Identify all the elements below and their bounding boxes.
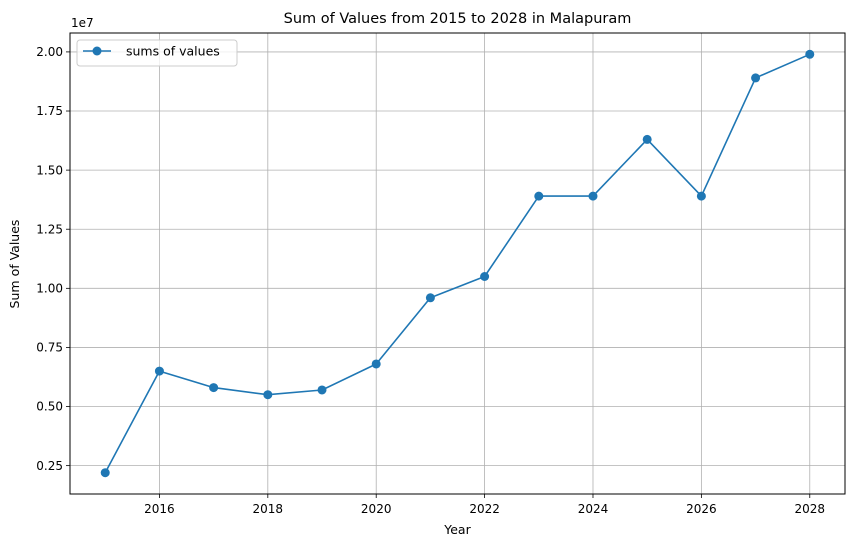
data-point	[209, 383, 219, 393]
plot-frame	[69, 32, 846, 495]
data-point	[154, 366, 164, 376]
y-axis-label: Sum of Values	[7, 220, 22, 309]
y-tick-label: 0.50	[36, 400, 63, 414]
x-tick-label: 2016	[144, 502, 175, 516]
data-point	[480, 272, 490, 282]
series-line	[104, 53, 811, 474]
data-point	[696, 191, 706, 201]
axis-ticks: 2016 2018 2020 2022 2024 2026 2028 0.25 0.50 0.75…	[36, 45, 825, 516]
data-point	[534, 191, 544, 201]
data-point	[317, 385, 327, 395]
x-axis-label: Year	[443, 522, 471, 537]
data-point	[642, 134, 652, 144]
y-tick-label: 1.00	[36, 282, 63, 296]
x-tick-label: 2020	[361, 502, 392, 516]
data-point	[100, 468, 110, 478]
y-tick-label: 1.75	[36, 104, 63, 118]
data-point	[263, 390, 273, 400]
x-tick-label: 2018	[253, 502, 284, 516]
y-tick-label: 1.25	[36, 222, 63, 236]
y-tick-label: 0.25	[36, 459, 63, 473]
y-axis-offset-label: 1e7	[71, 16, 94, 30]
data-point	[805, 49, 815, 59]
x-tick-label: 2024	[578, 502, 609, 516]
legend-label: sums of values	[126, 44, 220, 59]
data-point	[371, 359, 381, 369]
y-tick-label: 1.50	[36, 163, 63, 177]
y-tick-label: 2.00	[36, 45, 63, 59]
legend-box	[76, 39, 238, 67]
y-tick-label: 0.75	[36, 341, 63, 355]
data-point	[588, 191, 598, 201]
legend-marker	[92, 46, 102, 56]
legend: sums of values	[76, 39, 238, 67]
data-point	[751, 73, 761, 83]
x-tick-label: 2026	[686, 502, 717, 516]
grid	[70, 33, 845, 494]
x-tick-label: 2022	[469, 502, 500, 516]
data-point	[425, 293, 435, 303]
series-layer	[100, 49, 815, 478]
chart-title: Sum of Values from 2015 to 2028 in Malap…	[284, 11, 632, 27]
x-tick-label: 2028	[794, 502, 825, 516]
